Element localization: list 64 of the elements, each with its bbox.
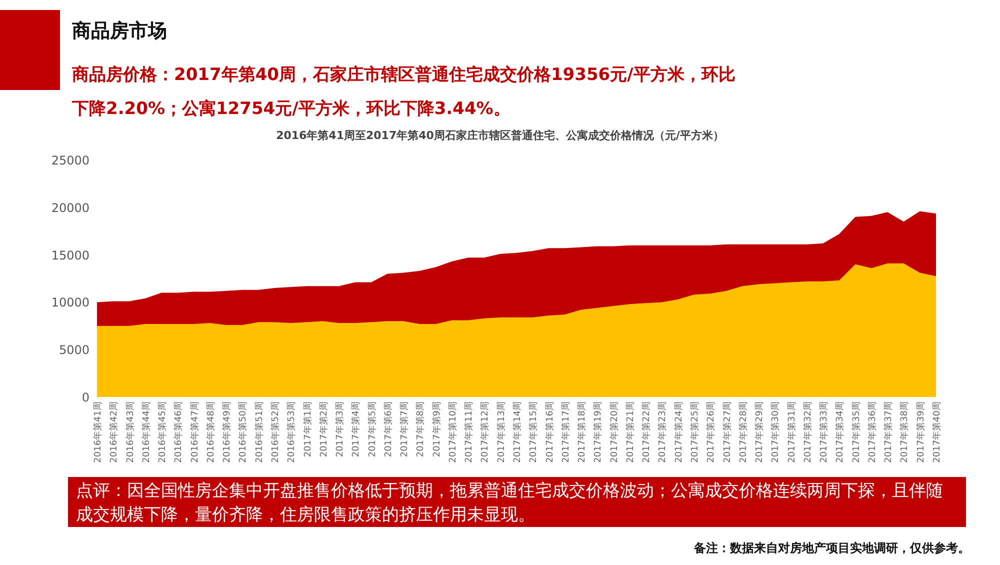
x-tick-label: 2017年第22周 — [641, 402, 652, 463]
y-tick-label: 20000 — [51, 200, 90, 215]
x-tick-label: 2017年第37周 — [883, 402, 894, 463]
x-tick-label: 2016年第49周 — [222, 402, 233, 463]
x-tick-label: 2016年第53周 — [286, 402, 298, 463]
x-tick-label: 2016年第50周 — [238, 402, 249, 463]
chart-subtitle: 商品房价格：2017年第40周，石家庄市辖区普通住宅成交价格19356元/平方米，环比下降2.20%；公寓12754元/平方米，环比下降3.44%。 — [72, 64, 736, 121]
x-tick-label: 2017年第23周 — [657, 402, 668, 463]
x-tick-label: 2017年第20周 — [608, 402, 620, 463]
x-tick-label: 2016年第43周 — [124, 402, 136, 463]
x-tick-label: 2016年第42周 — [108, 402, 120, 463]
x-tick-label: 2017年第39周 — [915, 402, 926, 463]
x-tick-label: 2017年第13周 — [496, 402, 507, 463]
x-tick-label: 2017年第3周 — [334, 402, 346, 458]
x-tick-label: 2017年第33周 — [818, 402, 830, 463]
text: 备注：数据来自对房地产项目实地调研，仅供参考。 — [694, 540, 970, 557]
chart-title: 商品房市场 — [72, 19, 167, 44]
y-tick-label: 5000 — [58, 343, 90, 358]
x-tick-label: 2017年第6周 — [382, 402, 394, 458]
y-tick-label: 0 — [82, 390, 90, 404]
x-tick-label: 2017年第17周 — [560, 402, 572, 463]
x-tick-label: 2017年第1周 — [302, 402, 314, 458]
x-tick-label: 2016年第46周 — [173, 402, 184, 463]
x-tick-label: 2017年第21周 — [624, 402, 636, 463]
x-tick-label: 2017年第14周 — [512, 402, 523, 463]
x-tick-label: 2017年第36周 — [866, 402, 878, 463]
x-tick-label: 2017年第24周 — [673, 402, 684, 463]
x-tick-label: 2016年第45周 — [157, 402, 168, 463]
x-tick-label: 2017年第30周 — [770, 402, 782, 463]
x-tick-label: 2017年第2周 — [318, 402, 330, 458]
x-tick-label: 2017年第4周 — [350, 402, 362, 458]
x-tick-label: 2017年第40周 — [932, 402, 942, 463]
x-tick-label: 2016年第41周 — [92, 402, 104, 463]
x-tick-label: 2017年第28周 — [738, 402, 749, 463]
x-tick-label: 2017年第10周 — [447, 402, 458, 463]
x-tick-label: 2017年第8周 — [415, 402, 426, 458]
x-tick-label: 2017年第27周 — [722, 402, 733, 463]
y-tick-label: 10000 — [51, 296, 90, 310]
x-tick-label: 2017年第32周 — [802, 402, 814, 463]
x-tick-label: 2016年第48周 — [205, 402, 216, 463]
y-tick-label: 25000 — [51, 154, 90, 168]
x-tick-label: 2017年第19周 — [592, 402, 604, 463]
x-tick-label: 2017年第16周 — [544, 402, 556, 463]
x-tick-label: 2016年第47周 — [189, 402, 200, 463]
text: 点评：因全国性房企集中开盘推售价格低于预期，拖累普通住宅成交价格波动；公寓成交价格连续两周下探，且伴随成交规模下降，量价齐降，住房限售政策的挤压作用未显现。 — [68, 477, 966, 527]
x-tick-label: 2017年第15周 — [528, 402, 540, 463]
x-tick-label: 2017年第25周 — [689, 402, 700, 463]
x-tick-label: 2017年第18周 — [576, 402, 588, 463]
x-tick-label: 2017年第12周 — [480, 402, 491, 463]
x-tick-label: 2017年第38周 — [899, 402, 910, 463]
x-tick-label: 2016年第44周 — [140, 402, 152, 463]
x-tick-label: 2017年第5周 — [366, 402, 378, 458]
x-tick-label: 2017年第26周 — [706, 402, 717, 463]
x-tick-label: 2017年第34周 — [834, 402, 846, 463]
text: 2016年第41周至2017年第40周石家庄市辖区普通住宅、公寓成交价格情况（元/平方米） — [275, 128, 725, 143]
x-tick-label: 2017年第9周 — [431, 402, 442, 458]
y-tick-label: 15000 — [51, 248, 90, 262]
x-tick-label: 2017年第7周 — [399, 402, 410, 458]
x-tick-label: 2017年第31周 — [786, 402, 798, 463]
x-tick-label: 2016年第51周 — [254, 402, 265, 463]
x-tick-label: 2017年第29周 — [754, 402, 766, 463]
x-tick-label: 2016年第52周 — [270, 402, 281, 463]
x-tick-label: 2017年第11周 — [464, 402, 475, 463]
x-tick-label: 2017年第35周 — [850, 402, 862, 463]
